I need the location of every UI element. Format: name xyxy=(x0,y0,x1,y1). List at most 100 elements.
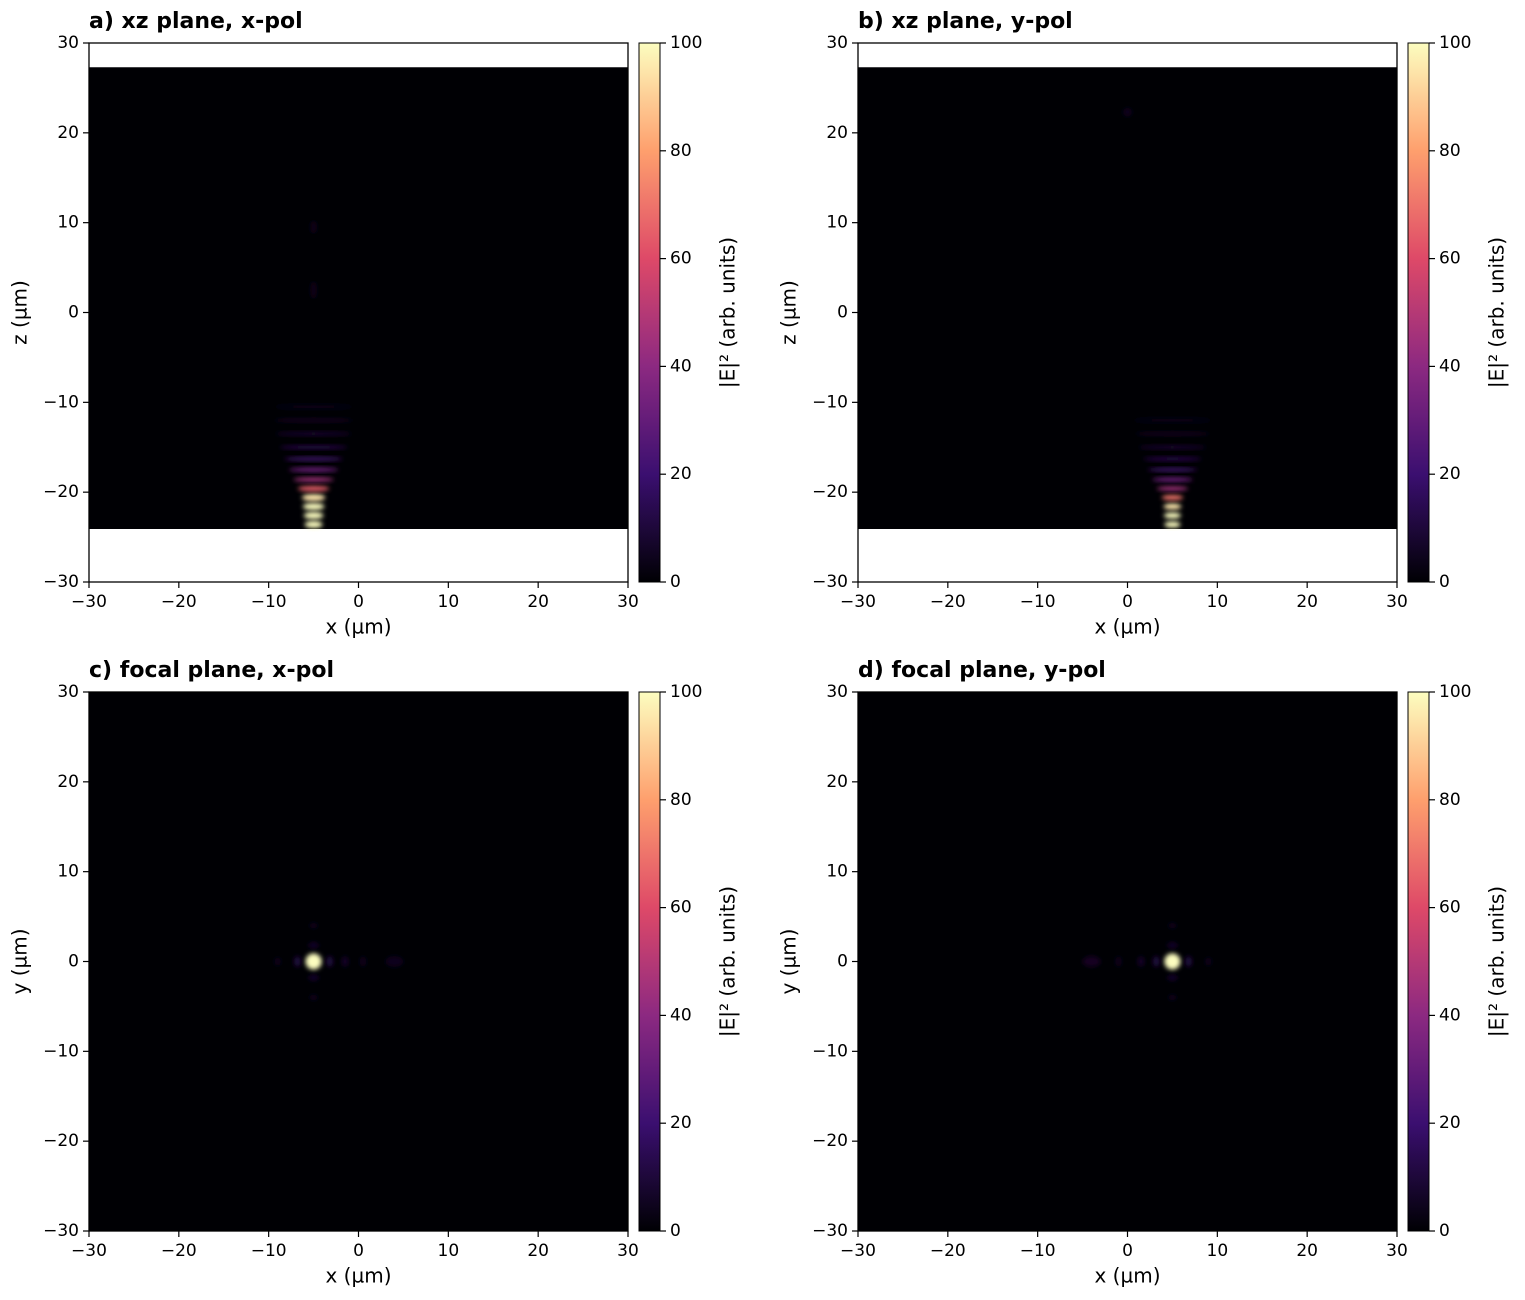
intensity-spot xyxy=(1138,445,1207,450)
x-axis-label: x (µm) xyxy=(1094,615,1160,639)
y-tick-label: 30 xyxy=(57,33,79,53)
intensity-spot xyxy=(303,511,324,520)
colorbar-tick-label: 100 xyxy=(670,33,702,53)
intensity-spot xyxy=(1164,521,1181,528)
colorbar-tick-label: 20 xyxy=(670,464,692,484)
intensity-spot xyxy=(1153,956,1160,967)
panel-title: b) xz plane, y-pol xyxy=(858,9,1073,34)
intensity-spot xyxy=(1156,486,1189,491)
intensity-spot xyxy=(1123,107,1132,117)
intensity-spot xyxy=(301,493,326,502)
x-tick-label: −10 xyxy=(251,592,287,612)
intensity-spot xyxy=(294,956,301,967)
colorbar xyxy=(638,42,661,583)
intensity-spot xyxy=(1167,994,1177,1001)
x-tick-label: 20 xyxy=(527,1241,549,1261)
colorbar-tick-label: 80 xyxy=(1439,141,1461,161)
field-region xyxy=(858,692,1397,1231)
panel-title: d) focal plane, y-pol xyxy=(858,658,1106,683)
y-tick-label: 30 xyxy=(826,682,848,702)
y-tick-label: 10 xyxy=(826,862,848,882)
intensity-spot xyxy=(1163,503,1182,510)
colorbar-tick-label: 80 xyxy=(670,141,692,161)
spots xyxy=(1123,107,1213,528)
intensity-spot xyxy=(341,956,349,967)
y-tick-label: 0 xyxy=(68,303,79,323)
y-tick-label: 10 xyxy=(826,213,848,233)
x-tick-label: −10 xyxy=(251,1241,287,1261)
field-region xyxy=(858,67,1397,529)
x-tick-label: 30 xyxy=(1386,1241,1408,1261)
field-region xyxy=(89,67,628,529)
intensity-spot xyxy=(309,922,319,929)
colorbar-label: |E|² (arb. units) xyxy=(716,886,740,1037)
intensity-spot xyxy=(359,956,367,967)
y-tick-label: 20 xyxy=(826,772,848,792)
x-tick-label: 30 xyxy=(1386,592,1408,612)
x-tick-label: −10 xyxy=(1020,592,1056,612)
y-tick-label: −20 xyxy=(812,1131,848,1151)
y-tick-label: −10 xyxy=(43,1041,79,1061)
colorbar-label: |E|² (arb. units) xyxy=(716,237,740,388)
colorbar-tick-label: 40 xyxy=(1439,1005,1461,1025)
colorbar xyxy=(1407,691,1430,1232)
y-axis-label: z (µm) xyxy=(777,280,801,345)
x-tick-label: 10 xyxy=(1207,1241,1229,1261)
colorbar-tick-label: 0 xyxy=(1439,1221,1450,1241)
intensity-spot xyxy=(273,418,355,423)
intensity-spot xyxy=(1115,956,1122,967)
x-tick-label: −30 xyxy=(840,1241,876,1261)
intensity-spot xyxy=(1152,477,1193,482)
x-tick-label: −30 xyxy=(71,592,107,612)
intensity-spot xyxy=(1147,467,1198,472)
colorbar-tick-label: 60 xyxy=(670,898,692,918)
y-axis-label: z (µm) xyxy=(8,280,32,345)
x-tick-label: 0 xyxy=(1122,592,1133,612)
intensity-spot xyxy=(304,520,323,529)
panel-title: a) xz plane, x-pol xyxy=(89,9,303,34)
colorbar-tick-label: 20 xyxy=(1439,1113,1461,1133)
colorbar xyxy=(638,691,661,1232)
x-tick-label: 10 xyxy=(438,1241,460,1261)
colorbar xyxy=(1407,42,1430,583)
intensity-spot xyxy=(1167,974,1178,981)
x-axis-label: x (µm) xyxy=(1094,1264,1160,1288)
y-tick-label: 10 xyxy=(57,213,79,233)
x-tick-label: −20 xyxy=(161,592,197,612)
y-tick-label: −30 xyxy=(43,572,79,592)
intensity-spot xyxy=(279,445,348,450)
colorbar-tick-label: 0 xyxy=(670,1221,681,1241)
x-tick-label: 20 xyxy=(1296,592,1318,612)
intensity-spot xyxy=(274,957,281,966)
y-tick-label: −30 xyxy=(812,572,848,592)
spots xyxy=(1082,922,1212,1001)
intensity-spot xyxy=(288,467,339,472)
intensity-spot xyxy=(302,502,325,511)
x-tick-label: 30 xyxy=(617,592,639,612)
y-tick-label: 20 xyxy=(57,772,79,792)
y-tick-label: 0 xyxy=(837,952,848,972)
intensity-spot xyxy=(1164,953,1181,970)
colorbar-tick-label: 60 xyxy=(670,249,692,269)
colorbar-tick-label: 100 xyxy=(1439,33,1471,53)
colorbar-tick-label: 80 xyxy=(1439,790,1461,810)
y-axis-label: y (µm) xyxy=(777,928,801,994)
y-tick-label: −20 xyxy=(43,1131,79,1151)
x-tick-label: −10 xyxy=(1020,1241,1056,1261)
colorbar-label: |E|² (arb. units) xyxy=(1485,237,1509,388)
intensity-spot xyxy=(1205,957,1212,966)
colorbar-tick-label: 20 xyxy=(670,1113,692,1133)
y-tick-label: −30 xyxy=(43,1221,79,1241)
colorbar-tick-label: 40 xyxy=(670,356,692,376)
intensity-spot xyxy=(1167,922,1177,929)
x-tick-label: 20 xyxy=(527,592,549,612)
y-axis-label: y (µm) xyxy=(8,928,32,994)
intensity-spot xyxy=(308,974,319,981)
intensity-spot xyxy=(385,956,404,967)
spots xyxy=(274,922,404,1001)
panel-title: c) focal plane, x-pol xyxy=(89,658,334,683)
colorbar-tick-label: 60 xyxy=(1439,898,1461,918)
spots xyxy=(273,220,355,529)
y-tick-label: −20 xyxy=(812,482,848,502)
